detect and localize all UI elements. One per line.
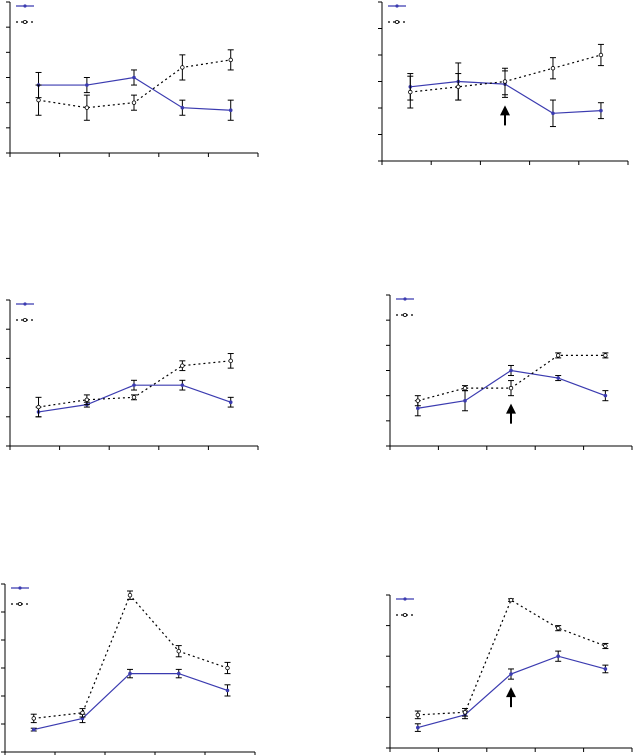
series-solid-line (33, 672, 228, 731)
data-point-solid (31, 727, 36, 732)
data-point-dotted (462, 710, 468, 715)
data-point-solid (551, 111, 555, 116)
data-point-solid (463, 398, 467, 403)
legend-dotted-marker (22, 19, 27, 24)
series-dotted-line (33, 594, 228, 719)
data-point-dotted (225, 665, 230, 671)
data-point-solid (180, 383, 185, 387)
chart-panel-6 (386, 594, 633, 752)
chart-panel-2 (378, 1, 629, 165)
series-dotted-line (417, 599, 606, 716)
arrow-annotation (500, 105, 510, 126)
arrow-annotation (506, 403, 516, 424)
data-point-dotted (598, 52, 604, 58)
data-point-solid (556, 654, 560, 658)
data-point-dotted (36, 97, 41, 103)
data-point-dotted (462, 385, 468, 391)
data-point-dotted (84, 105, 90, 110)
data-point-solid (509, 672, 513, 676)
data-point-dotted (555, 353, 561, 358)
data-point-dotted (508, 385, 514, 391)
series-solid-line (38, 76, 231, 111)
arrow-annotation (506, 687, 516, 708)
chart-panel-5 (1, 583, 256, 755)
data-point-dotted (415, 712, 421, 718)
data-point-solid (228, 400, 233, 405)
legend-solid-marker (23, 4, 27, 8)
data-point-dotted (36, 404, 41, 410)
legend-dotted-marker (17, 602, 22, 607)
legend-solid-marker (18, 586, 22, 590)
data-point-dotted (603, 353, 608, 358)
data-point-dotted (456, 84, 461, 89)
data-point-solid (228, 108, 233, 113)
data-point-solid (85, 83, 89, 87)
legend-solid-marker (403, 297, 407, 301)
data-point-dotted (84, 397, 90, 402)
data-point-dotted (180, 363, 185, 368)
data-point-dotted (127, 593, 133, 598)
data-point-dotted (550, 66, 556, 71)
data-point-solid (132, 75, 136, 80)
data-point-solid (132, 383, 136, 387)
data-point-solid (128, 671, 132, 676)
legend-dotted-marker (402, 312, 407, 317)
data-point-dotted (603, 643, 608, 649)
data-point-dotted (131, 100, 137, 105)
series-dotted-line (410, 54, 602, 93)
data-point-solid (180, 105, 185, 110)
data-point-dotted (228, 57, 233, 63)
data-point-dotted (80, 710, 85, 715)
data-point-dotted (555, 625, 561, 631)
series-dotted-line (417, 354, 606, 402)
data-point-dotted (508, 597, 514, 603)
data-point-solid (416, 406, 420, 411)
data-point-solid (509, 368, 513, 373)
data-point-solid (603, 667, 608, 671)
data-point-solid (603, 393, 608, 398)
data-point-dotted (31, 716, 36, 721)
legend-dotted-marker (22, 317, 27, 322)
data-point-dotted (415, 398, 421, 403)
legend-dotted-marker (394, 19, 399, 24)
data-point-solid (599, 108, 603, 113)
data-point-dotted (180, 65, 185, 70)
legend-dotted-marker (402, 613, 407, 618)
chart-panel-4 (386, 294, 633, 450)
data-point-dotted (502, 79, 508, 84)
data-point-dotted (131, 395, 137, 400)
chart-panel-3 (6, 299, 259, 450)
data-point-solid (416, 725, 420, 730)
chart-panel-1 (6, 1, 259, 157)
data-point-dotted (408, 89, 413, 95)
data-point-solid (176, 671, 181, 676)
legend-solid-marker (23, 302, 27, 306)
legend-solid-marker (403, 597, 407, 601)
data-point-solid (556, 376, 560, 380)
series-dotted-line (38, 59, 231, 109)
data-point-dotted (176, 649, 181, 654)
data-point-solid (225, 688, 230, 693)
data-point-dotted (228, 358, 233, 364)
legend-solid-marker (395, 4, 399, 8)
